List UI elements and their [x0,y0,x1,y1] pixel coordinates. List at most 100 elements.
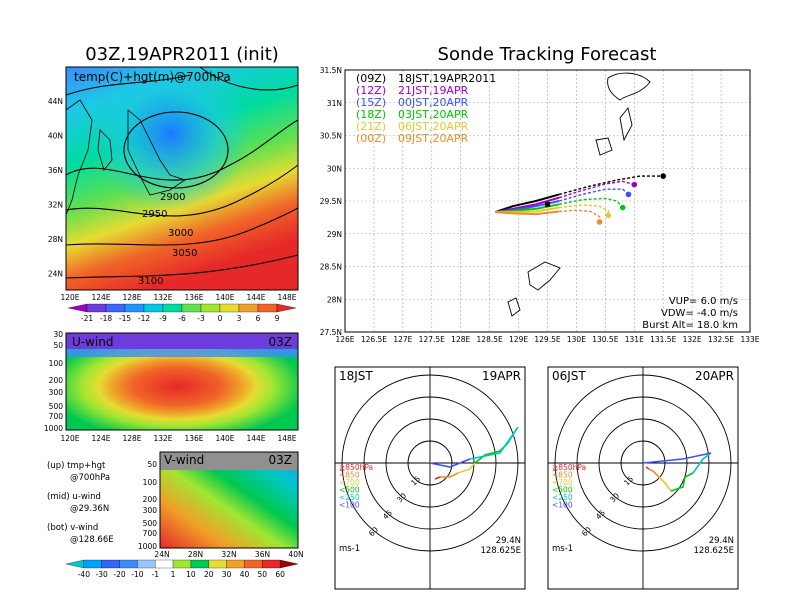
map-lat-label: 36N [48,166,63,175]
map-lon-label: 132E [153,293,172,302]
uwind-lon-label: 128E [122,434,141,443]
map-lat-label: 24N [48,270,63,279]
vwind-pressure-label: 700 [143,529,158,538]
uwind-lon-labels: 120E 124E 128E 132E 136E 140E 144E 148E [60,434,296,443]
note-up-line2: @700hPa [70,473,110,483]
contour-label-3050: 3050 [172,248,197,259]
legend-time: 00JST,20APR [398,96,469,109]
hodo-wind-trace [457,462,476,474]
temp-colorbar-swatch [67,303,88,313]
map-lon-label: 124E [91,293,110,302]
uwind-pressure-label: 50 [53,341,63,350]
legend-code: (21Z) [356,120,386,133]
track-landing-point [631,181,638,188]
wind-colorbar-swatch [280,559,299,569]
track-lat-label: 31N [327,99,342,108]
track-lat-label: 28.5N [320,263,342,272]
vwind-pressure-label: 300 [143,506,158,515]
wind-colorbar-label: 20 [204,570,214,579]
track-lon-label: 127E [393,335,412,344]
uwind-lon-label: 136E [184,434,203,443]
uwind-pressure-label: 30 [53,330,63,339]
temp-colorbar-swatch [105,303,126,313]
uwind-time: 03Z [269,335,293,349]
track-lat-label: 31.5N [320,66,342,75]
contour-label-2950: 2950 [142,209,167,220]
legend-code: (09Z) [356,72,386,85]
temp-colorbar-label: -3 [197,314,205,323]
track-launch-point [545,201,550,207]
coast-korea [97,129,113,171]
temp-colorbar-swatch [181,303,202,313]
hodo-level-label: <250 [552,493,573,502]
tracking-legend: (09Z) 18JST,19APR2011 (12Z) 21JST,19APR (15Z… [356,72,496,145]
uwind-pressure-label: 700 [49,412,64,421]
track-descent-line [558,175,664,196]
track-landing-point [619,204,626,211]
uwind-lon-label: 124E [91,434,110,443]
track-lon-label: 126E [335,335,354,344]
wind-colorbar-label: 60 [275,570,285,579]
hodo-level-label: ≧850hPa [339,463,373,472]
temp-colorbar-swatch [162,303,183,313]
track-ascent-line [495,193,560,214]
hodo-wind-trace [642,452,712,464]
vwind-missing-top [160,452,298,470]
hodo-level-label: <700 [339,478,360,487]
track-landing-point [596,219,603,225]
track-descent-line [559,204,609,216]
track-lon-label: 129.5E [534,335,560,344]
wind-colorbar-swatch [208,559,227,569]
wind-colorbar-swatch [172,559,192,569]
uwind-pressure-label: 200 [49,376,64,385]
track-descent-line [558,180,635,199]
hodo-lat: 29.4N [496,536,521,546]
temp-colorbar-label: 6 [256,314,261,323]
island-outline [619,106,633,142]
legend-time: 03JST,20APR [398,108,469,121]
track-lat-label: 28N [327,295,342,304]
temp-colorbar-label: -12 [138,314,150,323]
wind-colorbar-swatch [226,559,245,569]
hodo-wind-trace [434,476,441,480]
vwind-pressure-label: 500 [143,519,158,528]
wind-colorbar-swatch [65,559,84,569]
vwind-frame [159,451,299,549]
hodo-level-label: <100 [552,501,573,510]
tracking-lon-labels: 126E 126.5E 127E 127.5E 128E 128.5E 129E 129.5E… [335,335,759,344]
map-lon-label: 136E [184,293,203,302]
hodo-lon: 128.625E [693,546,734,556]
map-frame [65,66,299,291]
hodo-unit: ms-1 [552,544,573,554]
vwind-pressure-label: 50 [147,460,157,469]
hodo-time: 06JST [552,369,586,383]
hodo-level-label: <500 [552,486,573,495]
track-lon-label: 128E [451,335,470,344]
wind-colorbar-label: 40 [240,570,250,579]
uwind-lon-label: 120E [60,434,79,443]
map-title: 03Z,19APR2011 (init) [85,44,279,65]
track-lon-label: 126.5E [361,335,387,344]
hodo-rings [335,367,525,589]
track-lat-label: 30.5N [320,132,342,141]
vwind-lat-label: 32N [221,550,236,559]
wind-colorbar-label: -40 [78,570,90,579]
hodo-unit: ms-1 [339,544,360,554]
hodo-level-label: <850 [552,471,573,480]
hodo-date: 19APR [482,369,521,383]
vwind-pressure-label: 1000 [138,542,157,551]
island-outline [507,297,521,317]
vwind-lat-label: 28N [188,550,203,559]
hodo-level-label: <100 [339,501,360,510]
wind-colorbar-label: 10 [186,570,196,579]
tracking-title: Sonde Tracking Forecast [438,44,657,65]
hodo-level-label: <500 [339,486,360,495]
uwind-lon-label: 148E [277,434,296,443]
map-lon-label: 140E [215,293,234,302]
map-lon-label: 120E [60,293,79,302]
wind-colorbar-swatch [83,559,102,569]
contour-label-3000: 3000 [168,228,193,239]
temperature-colorbar: -21 -18 -15 -12 -9 -6 -3 0 3 6 9 [67,303,297,323]
